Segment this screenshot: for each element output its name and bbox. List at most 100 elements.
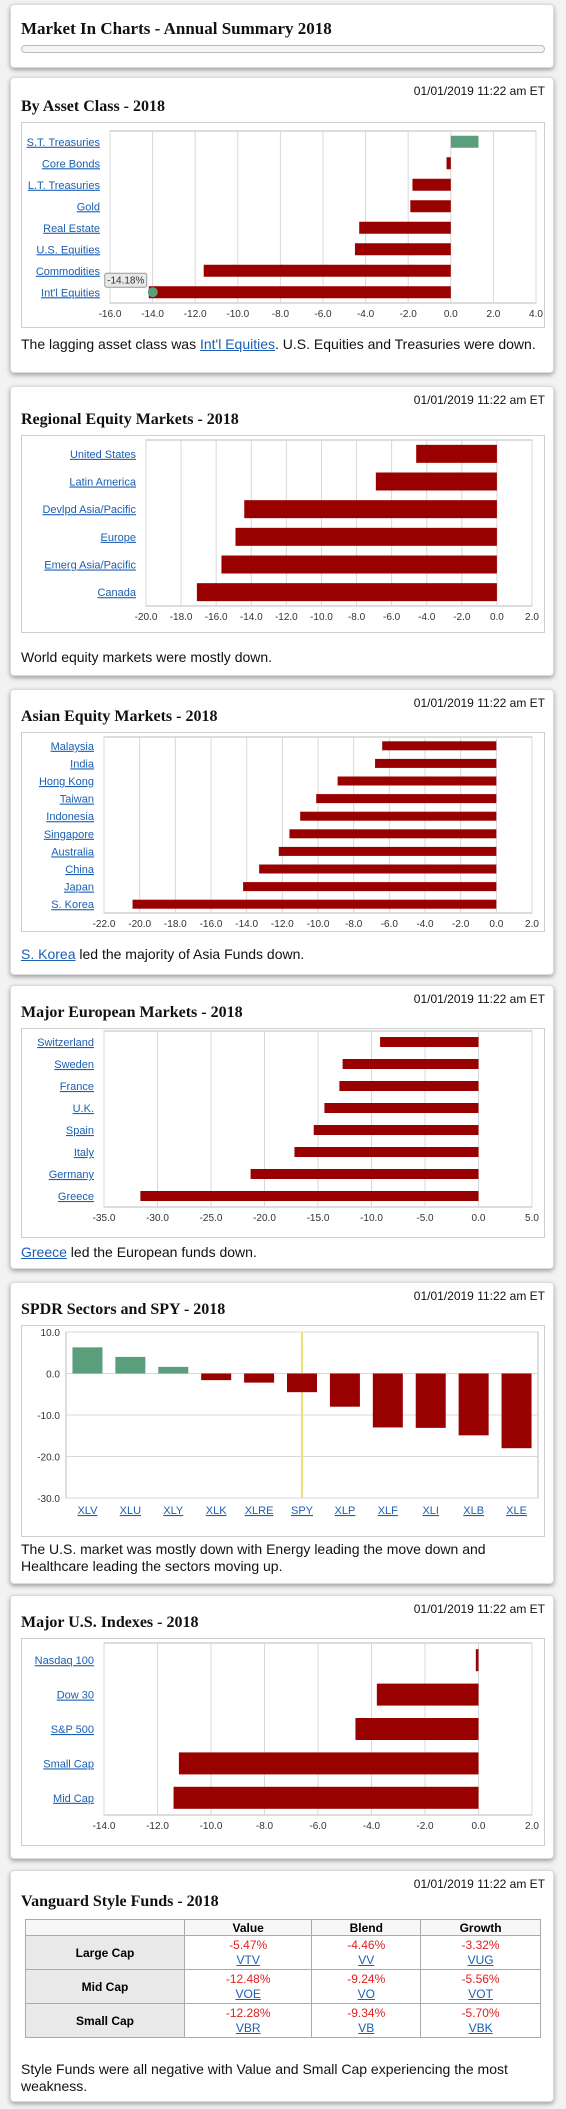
european-chart: -35.0 -30.0 -25.0 -20.0 -15.0 -10.0 -5.0 0.0 5.0… [21,1028,545,1238]
ticker-link[interactable]: VOT [468,1986,493,2001]
category-label[interactable]: XLI [422,1505,439,1517]
category-label[interactable]: Core Bonds [42,158,101,170]
y-tick-label: -30.0 [37,1494,60,1505]
plot-area [145,439,533,607]
category-label[interactable]: Devlpd Asia/Pacific [42,504,136,516]
category-label[interactable]: S. Korea [51,899,95,911]
timestamp: 01/01/2019 11:22 am ET [413,1289,545,1303]
category-label[interactable]: U.S. Equities [36,244,100,256]
ticker-link[interactable]: VUG [467,1952,494,1967]
fund-return: -12.48% [225,1971,271,1986]
bar [250,1169,479,1179]
category-label[interactable]: Italy [74,1147,95,1159]
category-label[interactable]: Singapore [44,829,94,841]
category-label[interactable]: Canada [97,587,136,599]
category-label[interactable]: XLY [163,1505,184,1517]
category-label[interactable]: Emerg Asia/Pacific [44,560,136,572]
category-label[interactable]: Malaysia [51,741,95,753]
x-tick-label: -6.0 [383,612,401,623]
category-label[interactable]: France [60,1081,94,1093]
ticker-link[interactable]: VBK [468,2020,493,2035]
category-label[interactable]: XLE [506,1505,527,1517]
column-header: Blend [311,1919,422,1936]
category-label[interactable]: Japan [64,882,94,894]
category-label[interactable]: U.K. [73,1103,94,1115]
timestamp: 01/01/2019 11:22 am ET [413,1602,545,1616]
category-label[interactable]: XLF [378,1505,398,1517]
x-tick-label: -22.0 [93,919,116,930]
category-label[interactable]: Greece [58,1191,94,1203]
category-label[interactable]: China [65,864,95,876]
bar [140,1191,479,1201]
category-label[interactable]: India [70,758,95,770]
bar [244,500,497,519]
s-korea-link[interactable]: S. Korea [21,946,76,962]
x-tick-label: -20.0 [135,612,158,623]
category-label[interactable]: Dow 30 [57,1690,94,1702]
category-label[interactable]: S.T. Treasuries [27,137,101,149]
ticker-link[interactable]: VTV [236,1952,260,1967]
ticker-link[interactable]: VB [358,2020,375,2035]
category-label[interactable]: Germany [49,1169,95,1181]
bar [313,1125,479,1135]
asset-class-panel: 01/01/2019 11:22 am ET By Asset Class - … [10,77,554,373]
category-label[interactable]: XLK [206,1505,227,1517]
intl-equities-link[interactable]: Int'l Equities [199,336,276,352]
category-label[interactable]: Small Cap [43,1758,94,1770]
bar [178,1752,479,1775]
category-label[interactable]: Int'l Equities [41,287,100,299]
fund-return: -5.56% [461,1971,500,1986]
fund-return: -9.34% [347,2005,386,2020]
x-tick-label: -15.0 [307,1213,330,1224]
category-label[interactable]: Real Estate [43,223,100,235]
bar [375,758,497,768]
category-label[interactable]: XLV [77,1505,98,1517]
category-label[interactable]: Hong Kong [39,776,94,788]
table-row: Large Cap -5.47% VTV -4.46% VV -3.32% VUG [25,1935,541,1970]
ticker-link[interactable]: VO [357,1986,375,2001]
category-label[interactable]: Gold [77,201,100,213]
ticker-link[interactable]: VOE [235,1986,261,2001]
us-indexes-chart: -14.0 -12.0 -10.0 -8.0 -6.0 -4.0 -2.0 0.0 2.0 Nas… [21,1638,545,1846]
category-label[interactable]: Nasdaq 100 [35,1655,94,1667]
category-label[interactable]: Australia [51,846,95,858]
category-label[interactable]: Spain [66,1125,94,1137]
panel-title: Major U.S. Indexes - 2018 [21,1614,199,1631]
category-label[interactable]: Switzerland [37,1037,94,1049]
x-tick-label: -10.0 [307,919,330,930]
x-tick-label: 0.0 [472,1213,486,1224]
category-label[interactable]: XLRE [245,1505,274,1517]
category-label[interactable]: Latin America [69,477,137,489]
x-tick-label: 4.0 [529,309,543,320]
fund-return: -4.46% [347,1937,386,1952]
category-label[interactable]: XLU [120,1505,141,1517]
category-label[interactable]: L.T. Treasuries [28,180,101,192]
ticker-link[interactable]: VBR [235,2020,261,2035]
category-label[interactable]: Europe [101,532,136,544]
greece-link[interactable]: Greece [21,1244,67,1260]
category-label[interactable]: S&P 500 [51,1724,94,1736]
spdr-panel: 01/01/2019 11:22 am ET SPDR Sectors and … [10,1282,554,1584]
panel-title: Vanguard Style Funds - 2018 [21,1893,219,1910]
bar [289,829,497,839]
bar [221,555,497,574]
bar [203,264,451,277]
category-label[interactable]: SPY [291,1505,314,1517]
y-tick-label: -10.0 [37,1411,60,1422]
x-tick-label: -2.0 [416,1821,434,1832]
panel-title: Regional Equity Markets - 2018 [21,411,239,428]
category-label[interactable]: XLP [335,1505,356,1517]
category-label[interactable]: Commodities [36,266,101,278]
ticker-link[interactable]: VV [358,1952,375,1967]
category-label[interactable]: XLB [463,1505,484,1517]
bar [458,1373,489,1436]
category-label[interactable]: Mid Cap [53,1793,94,1805]
category-label[interactable]: United States [70,449,137,461]
x-tick-label: 0.0 [472,1821,486,1832]
bar [446,157,451,170]
hover-marker [147,287,158,298]
asset-class-chart: -16.0 -14.0 -12.0 -10.0 -8.0 -6.0 -4.0 -2.0 0.0 2… [21,122,545,328]
category-label[interactable]: Taiwan [60,794,94,806]
category-label[interactable]: Indonesia [46,811,95,823]
category-label[interactable]: Sweden [54,1059,94,1071]
